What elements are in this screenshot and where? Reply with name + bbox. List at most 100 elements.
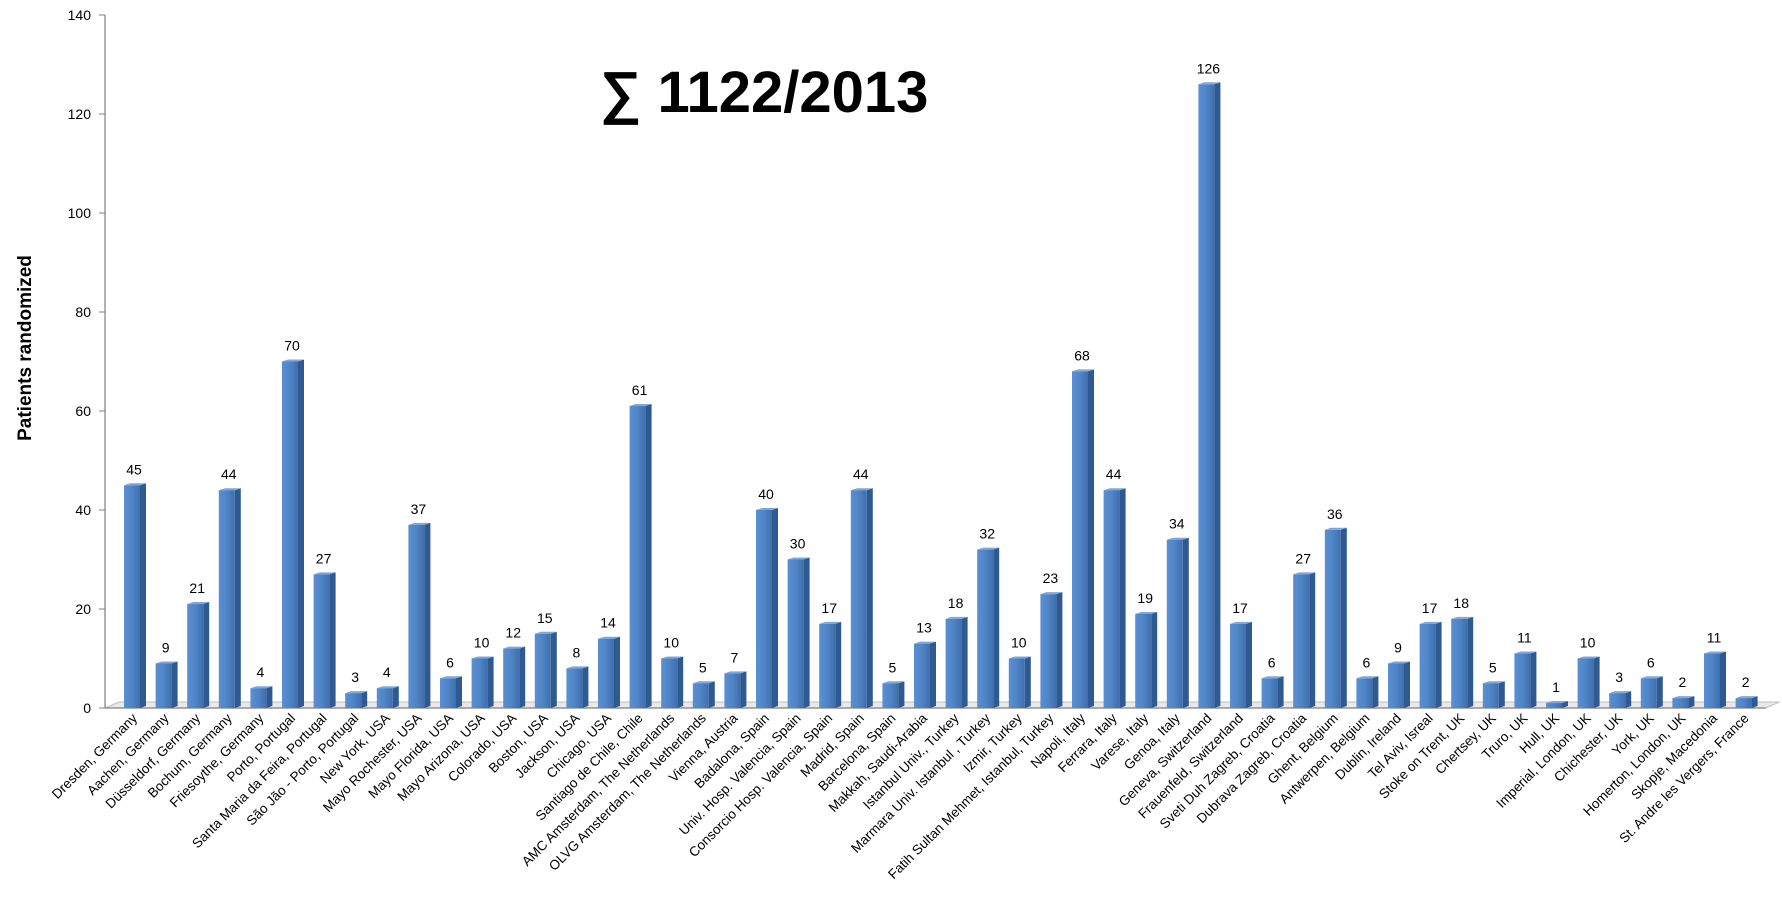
bar-top xyxy=(1293,572,1316,575)
y-tick-label: 140 xyxy=(68,7,92,23)
bar-side xyxy=(1404,661,1410,708)
bar-side xyxy=(961,616,968,708)
bar-side xyxy=(1056,592,1063,708)
bar-front xyxy=(1640,678,1657,708)
bar-front xyxy=(471,658,488,708)
bar-top xyxy=(1356,676,1379,679)
bar-top xyxy=(914,641,936,644)
bar xyxy=(1704,651,1726,708)
bar-value-label: 10 xyxy=(474,635,490,651)
bar-side xyxy=(740,671,747,708)
bar-top xyxy=(471,656,494,659)
bar-top xyxy=(1640,676,1663,679)
bar-top xyxy=(1040,592,1063,595)
bar-front xyxy=(1609,693,1626,708)
bar-front xyxy=(1577,658,1594,708)
bar-top xyxy=(1198,82,1221,85)
bar-side xyxy=(140,483,146,708)
bar-top xyxy=(1514,651,1537,654)
bar-side xyxy=(1214,82,1221,709)
bar xyxy=(724,671,747,708)
y-tick-label: 20 xyxy=(75,601,91,617)
bar xyxy=(1166,537,1189,708)
bar-top xyxy=(629,404,652,407)
bar xyxy=(187,602,210,708)
bar-side xyxy=(614,636,620,708)
y-axis-title: Patients randomized xyxy=(15,255,36,441)
bar-value-label: 21 xyxy=(189,580,205,596)
bar-value-label: 27 xyxy=(316,550,332,566)
bar-side xyxy=(866,488,873,708)
bar xyxy=(534,631,557,708)
bar-value-label: 14 xyxy=(600,615,616,631)
bar-side xyxy=(1498,681,1505,708)
bar xyxy=(1672,696,1695,708)
bar-value-label: 6 xyxy=(1363,654,1371,670)
bar-front xyxy=(1008,658,1025,708)
bar-top xyxy=(1546,701,1568,704)
bar xyxy=(945,616,968,708)
bar-side xyxy=(1656,676,1663,708)
bar xyxy=(1230,621,1252,708)
bar-top xyxy=(187,602,210,605)
bar-side xyxy=(298,359,304,708)
bar xyxy=(1482,681,1505,708)
bar-value-label: 17 xyxy=(1232,600,1248,616)
bar-front xyxy=(408,524,425,708)
bar-front xyxy=(282,361,298,708)
bar xyxy=(471,656,494,708)
bar-front xyxy=(1451,618,1468,708)
bar xyxy=(1609,691,1632,708)
bar-value-label: 19 xyxy=(1137,590,1153,606)
bar-side xyxy=(1751,696,1758,708)
bar-value-label: 10 xyxy=(1580,635,1596,651)
bar xyxy=(850,488,873,708)
bar-value-label: 30 xyxy=(790,536,806,552)
bar xyxy=(914,641,936,708)
bar-value-label: 44 xyxy=(853,466,869,482)
bar-front xyxy=(1672,698,1689,708)
bar xyxy=(1514,651,1537,708)
y-tick-label: 120 xyxy=(68,106,92,122)
bar-side xyxy=(234,488,241,708)
bars-group xyxy=(124,82,1758,709)
bar-front xyxy=(1735,698,1752,708)
bar xyxy=(629,404,652,708)
bar-front xyxy=(819,623,836,708)
bar-front xyxy=(376,688,393,708)
bar-top xyxy=(1103,488,1126,491)
bar-side xyxy=(1119,488,1126,708)
bar-front xyxy=(1293,574,1310,708)
bar-front xyxy=(977,549,994,708)
bar-top xyxy=(850,488,873,491)
bar xyxy=(819,621,842,708)
bar-value-label: 40 xyxy=(758,486,774,502)
bar-front xyxy=(313,574,330,708)
bar-top xyxy=(440,676,462,679)
bar-front xyxy=(756,510,772,708)
bar-top xyxy=(566,666,589,669)
bar xyxy=(1293,572,1316,708)
bar-top xyxy=(787,557,810,560)
bar-front xyxy=(629,406,646,708)
bar-front xyxy=(945,618,962,708)
bar-side xyxy=(266,686,273,708)
bar-value-label: 36 xyxy=(1327,506,1343,522)
bar-front xyxy=(1514,653,1531,708)
bar-front xyxy=(724,673,741,708)
bar-top xyxy=(376,686,399,689)
bar-top xyxy=(945,616,968,619)
bar-side xyxy=(1088,369,1094,708)
bar-top xyxy=(1609,691,1632,694)
bar xyxy=(218,488,241,708)
bar-side xyxy=(803,557,810,708)
bar-value-label: 70 xyxy=(284,338,300,354)
bar-front xyxy=(345,693,362,708)
bar-front xyxy=(218,490,235,708)
bar-value-label: 3 xyxy=(1615,669,1623,685)
bar-side xyxy=(519,646,526,708)
bar xyxy=(503,646,526,708)
bar-front xyxy=(914,643,930,708)
